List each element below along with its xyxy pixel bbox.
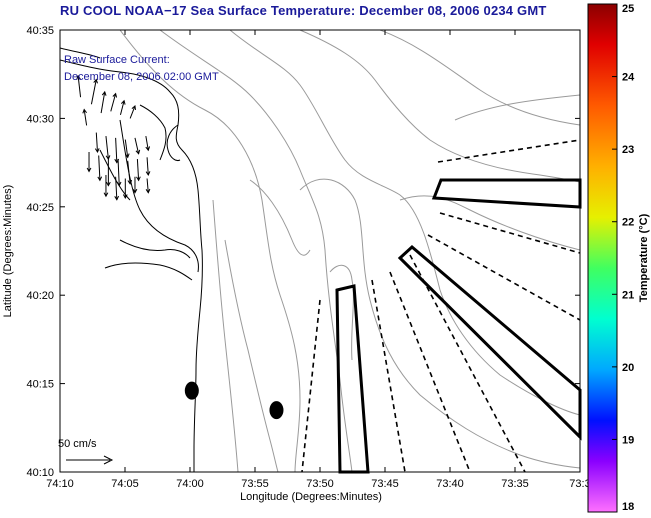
y-tick-label: 40:25 [26, 202, 54, 214]
colorbar-tick-label: 19 [622, 434, 634, 446]
colorbar [587, 3, 618, 513]
current-vector [145, 157, 151, 177]
current-vector [97, 155, 103, 182]
bathymetry-contours [119, 30, 580, 472]
current-vector [90, 78, 98, 105]
y-tick-label: 40:20 [26, 290, 54, 302]
current-vector [103, 174, 109, 198]
buoy-marker [184, 381, 199, 400]
colorbar-tick-label: 21 [622, 289, 634, 301]
current-vector [110, 92, 118, 112]
buoy-marker [269, 401, 284, 420]
colorbar-tick-label: 23 [622, 144, 634, 156]
x-tick-label: 73:3 [569, 478, 590, 490]
current-vector [119, 99, 126, 115]
current-vectors [76, 74, 151, 201]
scale-label: 50 cm/s [58, 438, 97, 450]
y-axis-label: Latitude (Degrees:Minutes) [2, 185, 14, 318]
page-title: RU COOL NOAA−17 Sea Surface Temperature:… [60, 3, 547, 18]
radar-dashed-lines [301, 139, 581, 473]
colorbar-tick-label: 25 [622, 3, 634, 15]
x-tick-label: 73:50 [306, 478, 334, 490]
y-tick-label: 40:15 [26, 379, 54, 391]
buoy-markers [184, 381, 284, 420]
current-vector [82, 108, 88, 126]
x-tick-label: 74:00 [176, 478, 204, 490]
x-tick-label: 74:10 [46, 478, 74, 490]
current-vector [86, 151, 92, 173]
current-vector [76, 74, 82, 98]
colorbar-tick-label: 22 [622, 217, 634, 229]
x-axis-label: Longitude (Degrees:Minutes) [240, 491, 382, 503]
current-vector [136, 159, 141, 182]
current-vector [145, 178, 151, 194]
colorbar-ticks: 25 24 23 22 21 20 19 18 [612, 3, 635, 513]
colorbar-tick-label: 20 [622, 362, 634, 374]
x-tick-label: 73:35 [501, 478, 529, 490]
current-vector [132, 176, 138, 194]
y-tick-label: 40:30 [26, 113, 54, 125]
y-ticks: 40:35 40:30 40:25 40:20 40:15 40:10 [26, 25, 580, 479]
x-tick-label: 73:40 [436, 478, 464, 490]
current-vector [106, 157, 111, 187]
y-tick-label: 40:35 [26, 25, 54, 37]
current-vector [127, 160, 133, 185]
current-vector [100, 90, 107, 114]
colorbar-tick-label: 24 [622, 72, 635, 84]
current-vector [129, 105, 136, 119]
x-tick-label: 73:55 [241, 478, 269, 490]
current-vector [145, 135, 151, 152]
x-ticks: 74:10 74:05 74:00 73:55 73:50 73:45 73:40 73:35… [46, 30, 591, 490]
scale-arrow [66, 455, 114, 465]
plot-area [60, 30, 580, 472]
x-tick-label: 74:05 [111, 478, 139, 490]
current-vector [94, 132, 100, 154]
annotation-line-2: December 08, 2006 02:00 GMT [64, 71, 219, 83]
current-vector [114, 176, 120, 201]
y-tick-label: 40:10 [26, 467, 54, 479]
current-vector [124, 139, 130, 159]
annotation-line-1: Raw Surface Current: [64, 54, 170, 66]
colorbar-tick-label: 18 [622, 501, 634, 513]
current-vector [122, 178, 128, 200]
x-tick-label: 73:45 [371, 478, 399, 490]
colorbar-label: Temperature (°C) [638, 213, 650, 302]
current-vector [116, 159, 122, 187]
current-vector [134, 137, 141, 155]
